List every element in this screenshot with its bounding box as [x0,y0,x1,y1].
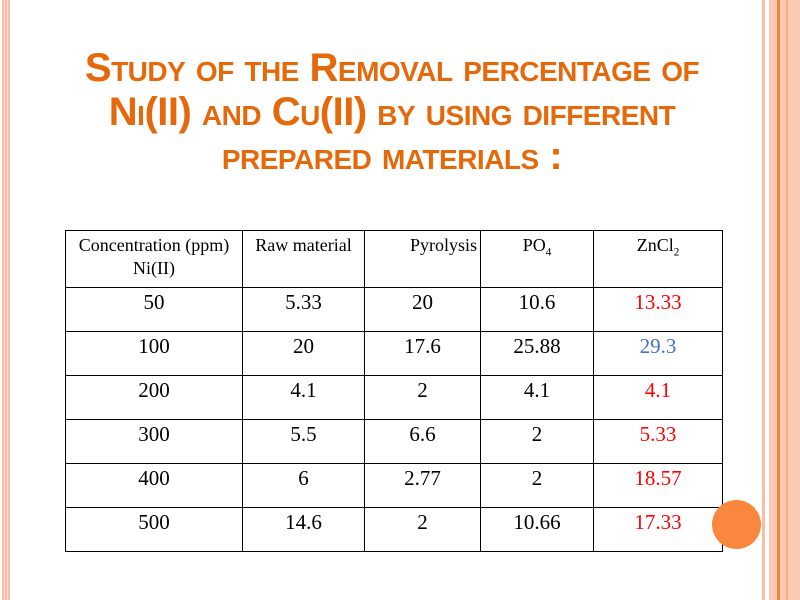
cell-raw-material: 6 [242,463,365,508]
title-line-3: prepared materials : [221,134,563,178]
table-header-row: Concentration (ppm) Ni(II) Raw material … [65,230,723,288]
title-line-2: Ni(II) and Cu(II) by using different [108,90,676,134]
cell-zncl2: 18.57 [593,463,723,508]
cell-po4: 2 [480,463,594,508]
cell-pyrolysis: 6.6 [364,419,481,464]
cell-zncl2: 29.3 [593,331,723,376]
cell-raw-material: 5.33 [242,287,365,332]
table-row: 100 20 17.6 25.88 29.3 [65,331,723,376]
cell-po4: 10.6 [480,287,594,332]
col-header-pyrolysis: Pyrolysis [364,230,481,288]
cell-raw-material: 20 [242,331,365,376]
cell-pyrolysis: 2 [364,375,481,420]
cell-raw-material: 5.5 [242,419,365,464]
cell-zncl2: 4.1 [593,375,723,420]
results-table: Concentration (ppm) Ni(II) Raw material … [65,230,723,552]
left-border-stripes [2,0,10,600]
cell-po4: 4.1 [480,375,594,420]
col-header-concentration: Concentration (ppm) Ni(II) [65,230,243,288]
table-row: 500 14.6 2 10.66 17.33 [65,507,723,552]
table-row: 200 4.1 2 4.1 4.1 [65,375,723,420]
right-border-stripes [762,0,800,600]
orange-circle-decoration [712,500,761,549]
cell-concentration: 100 [65,331,243,376]
title-line-1: Study of the Removal percentage of [84,46,700,90]
cell-po4: 2 [480,419,594,464]
cell-pyrolysis: 2 [364,507,481,552]
cell-zncl2: 17.33 [593,507,723,552]
cell-zncl2: 5.33 [593,419,723,464]
col-header-raw-material: Raw material [242,230,365,288]
concentration-header-line2: Ni(II) [133,258,175,278]
cell-concentration: 500 [65,507,243,552]
slide-title: Study of the Removal percentage of Ni(II… [40,46,744,178]
cell-pyrolysis: 17.6 [364,331,481,376]
cell-concentration: 300 [65,419,243,464]
cell-pyrolysis: 20 [364,287,481,332]
table-row: 50 5.33 20 10.6 13.33 [65,287,723,332]
cell-concentration: 200 [65,375,243,420]
cell-po4: 10.66 [480,507,594,552]
cell-concentration: 50 [65,287,243,332]
cell-raw-material: 4.1 [242,375,365,420]
table-row: 400 6 2.77 2 18.57 [65,463,723,508]
cell-raw-material: 14.6 [242,507,365,552]
cell-concentration: 400 [65,463,243,508]
cell-po4: 25.88 [480,331,594,376]
concentration-header-line1: Concentration (ppm) [78,235,230,255]
col-header-po4: PO4 [480,230,594,288]
col-header-zncl2: ZnCl2 [593,230,723,288]
cell-zncl2: 13.33 [593,287,723,332]
cell-pyrolysis: 2.77 [364,463,481,508]
table-row: 300 5.5 6.6 2 5.33 [65,419,723,464]
